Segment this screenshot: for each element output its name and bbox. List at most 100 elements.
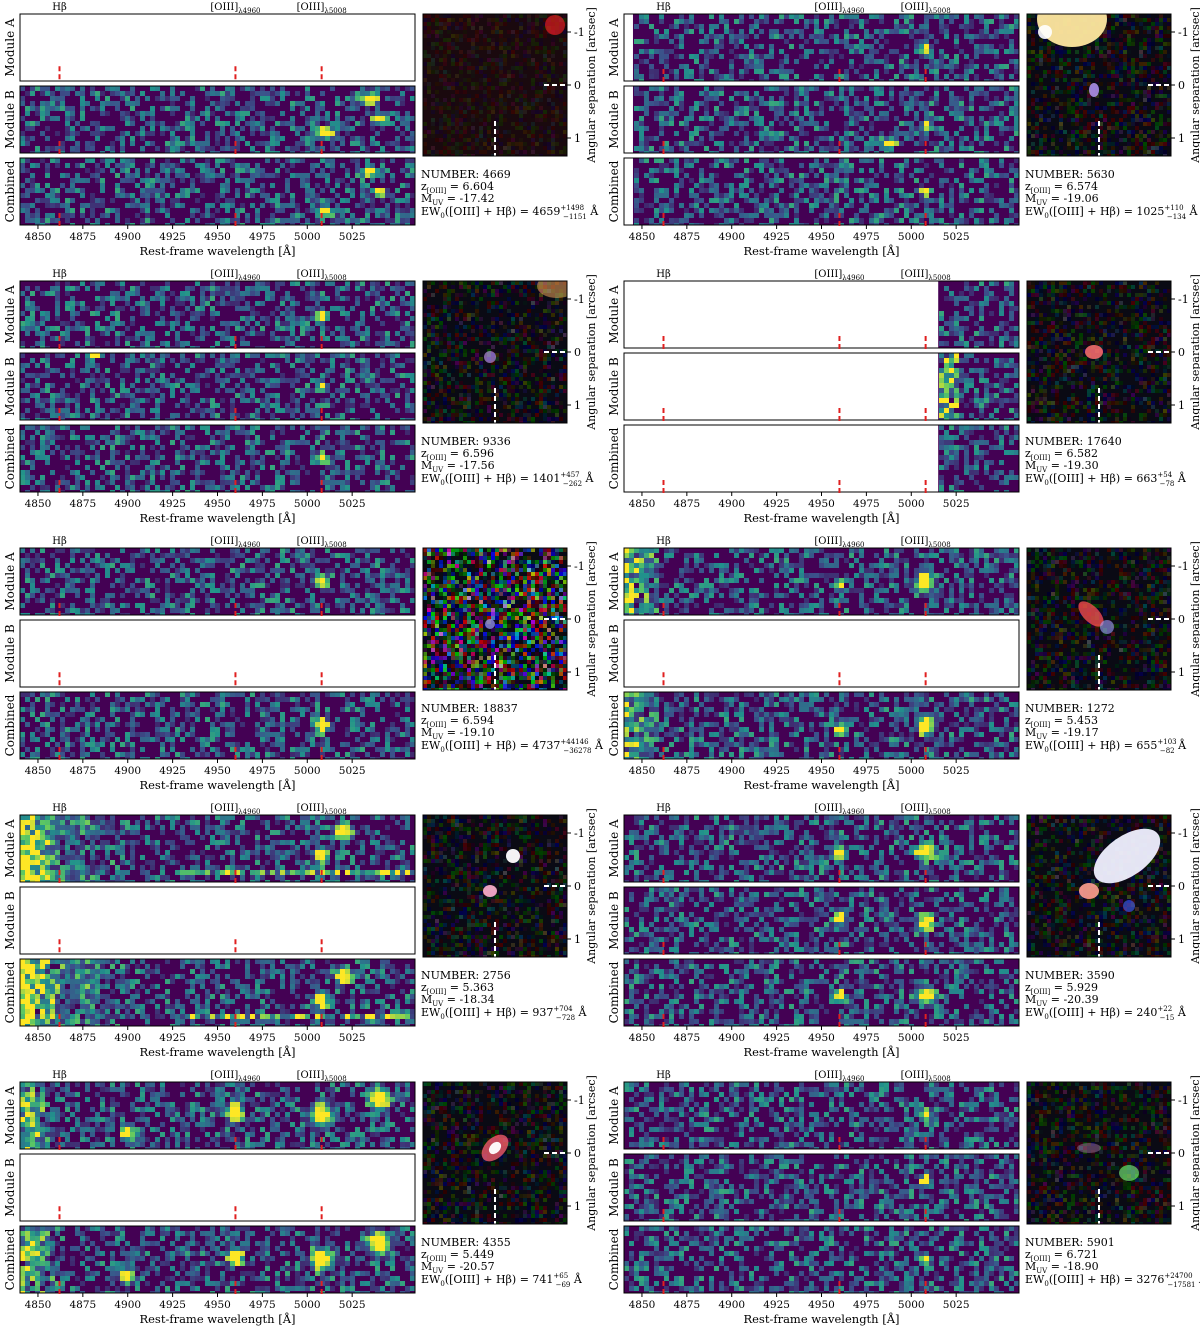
x-tick-label: 4900 <box>718 498 745 510</box>
combined-label: Combined <box>3 694 17 756</box>
panel-18837: Hβ [OIII]λ4960 [OIII]λ5008 Module A Module B… <box>3 536 604 792</box>
line-label: [OIII]λ5008 <box>901 1070 951 1083</box>
x-tick-label: 4900 <box>718 1032 745 1044</box>
source <box>545 15 565 35</box>
spectrum-pixels <box>624 353 1019 420</box>
panel-2756: Hβ [OIII]λ4960 [OIII]λ5008 Module A Module B… <box>3 803 598 1059</box>
x-tick-label: 4975 <box>853 1299 880 1311</box>
x-tick-label: 4900 <box>114 1032 141 1044</box>
x-tick-label: 4950 <box>204 231 231 243</box>
y-tick-label: -1 <box>1178 26 1189 39</box>
x-tick-label: 4875 <box>673 1032 700 1044</box>
spectrum-pixels <box>20 158 415 225</box>
source-number: NUMBER: 4669 <box>421 168 511 181</box>
y-tick-label: -1 <box>574 26 585 39</box>
line-label: [OIII]λ4960 <box>210 2 260 15</box>
y-axis-label: Angular separation [arcsec] <box>585 808 598 965</box>
source <box>1100 620 1114 634</box>
combined-label: Combined <box>607 160 621 222</box>
module-b-label: Module B <box>607 90 621 149</box>
x-tick-label: 5025 <box>339 231 366 243</box>
panel-17640: Hβ [OIII]λ4960 [OIII]λ5008 Module A Module B… <box>607 269 1200 525</box>
panel-9336: Hβ [OIII]λ4960 [OIII]λ5008 Module A Module B… <box>3 269 598 525</box>
x-tick-label: 4925 <box>159 231 186 243</box>
strip-frame <box>623 886 1020 955</box>
x-tick-label: 5000 <box>898 765 925 777</box>
x-tick-label: 4900 <box>718 765 745 777</box>
strip-frame <box>623 619 1020 688</box>
y-axis-label: Angular separation [arcsec] <box>1189 1075 1200 1232</box>
combined-label: Combined <box>3 961 17 1023</box>
module-a-label: Module A <box>607 552 621 611</box>
x-tick-label: 4925 <box>763 765 790 777</box>
x-tick-label: 4875 <box>673 231 700 243</box>
x-tick-label: 4950 <box>808 1299 835 1311</box>
strip-frame <box>623 1153 1020 1222</box>
combined-label: Combined <box>3 1228 17 1290</box>
spectrum-pixels <box>20 959 415 1026</box>
line-label: Hβ <box>52 269 67 280</box>
strip-frame <box>623 547 1020 616</box>
x-tick-label: 4975 <box>249 231 276 243</box>
x-axis-label: Rest-frame wavelength [Å] <box>743 1312 899 1326</box>
spectrum-pixels <box>624 1154 1019 1221</box>
x-tick-label: 4975 <box>249 498 276 510</box>
line-label: [OIII]λ4960 <box>814 803 864 816</box>
x-tick-label: 5000 <box>898 1299 925 1311</box>
y-tick-label: -1 <box>574 827 585 840</box>
x-tick-label: 4925 <box>159 1299 186 1311</box>
line-label: [OIII]λ5008 <box>297 269 347 282</box>
x-tick-label: 4925 <box>159 498 186 510</box>
x-axis-label: Rest-frame wavelength [Å] <box>139 244 295 258</box>
source-number: NUMBER: 3590 <box>1025 969 1115 982</box>
line-label: [OIII]λ5008 <box>297 2 347 15</box>
line-label: Hβ <box>656 2 671 13</box>
combined-label: Combined <box>607 427 621 489</box>
spectrum-pixels <box>624 14 1019 81</box>
spectrum-pixels <box>20 887 415 954</box>
source <box>1079 883 1099 899</box>
y-axis-label: Angular separation [arcsec] <box>585 274 598 431</box>
panel-3590: Hβ [OIII]λ4960 [OIII]λ5008 Module A Module B… <box>607 803 1200 1059</box>
module-b-label: Module B <box>607 891 621 950</box>
y-tick-label: 1 <box>1178 933 1185 946</box>
x-tick-label: 5000 <box>294 498 321 510</box>
source <box>506 849 520 863</box>
strip-frame <box>19 1081 416 1150</box>
strip-frame <box>19 1153 416 1222</box>
panel-5630: Hβ [OIII]λ4960 [OIII]λ5008 Module A Module B… <box>607 2 1200 258</box>
line-label: [OIII]λ4960 <box>814 536 864 549</box>
strip-frame <box>623 352 1020 421</box>
equivalent-width: EW0([OIII] + Hβ) = 240+22 −15 Å <box>1025 1005 1187 1022</box>
spectrum-pixels <box>624 620 1019 687</box>
equivalent-width: EW0([OIII] + Hβ) = 1401+457 −262 Å <box>421 471 595 488</box>
x-tick-label: 5000 <box>294 1299 321 1311</box>
x-tick-label: 5025 <box>943 498 970 510</box>
y-tick-label: 0 <box>1178 880 1185 893</box>
source <box>485 619 495 629</box>
y-axis-label: Angular separation [arcsec] <box>1189 274 1200 431</box>
module-b-label: Module B <box>3 357 17 416</box>
y-axis-label: Angular separation [arcsec] <box>585 1075 598 1232</box>
module-a-label: Module A <box>607 285 621 344</box>
y-tick-label: 0 <box>1178 79 1185 92</box>
x-tick-label: 4850 <box>629 231 656 243</box>
source-number: NUMBER: 2756 <box>421 969 511 982</box>
x-tick-label: 4925 <box>763 231 790 243</box>
x-axis-label: Rest-frame wavelength [Å] <box>743 511 899 525</box>
spectrum-pixels <box>624 86 1019 153</box>
y-tick-label: 1 <box>574 666 581 679</box>
x-tick-label: 4850 <box>629 1299 656 1311</box>
line-label: [OIII]λ4960 <box>210 803 260 816</box>
x-tick-label: 4925 <box>159 765 186 777</box>
y-tick-label: 0 <box>1178 1147 1185 1160</box>
module-b-label: Module B <box>3 891 17 950</box>
x-tick-label: 5000 <box>294 231 321 243</box>
line-label: [OIII]λ4960 <box>814 1070 864 1083</box>
source-number: NUMBER: 4355 <box>421 1236 511 1249</box>
y-tick-label: -1 <box>574 1094 585 1107</box>
panel-4355: Hβ [OIII]λ4960 [OIII]λ5008 Module A Module B… <box>3 1070 598 1326</box>
y-tick-label: -1 <box>574 293 585 306</box>
y-tick-label: 1 <box>574 1200 581 1213</box>
